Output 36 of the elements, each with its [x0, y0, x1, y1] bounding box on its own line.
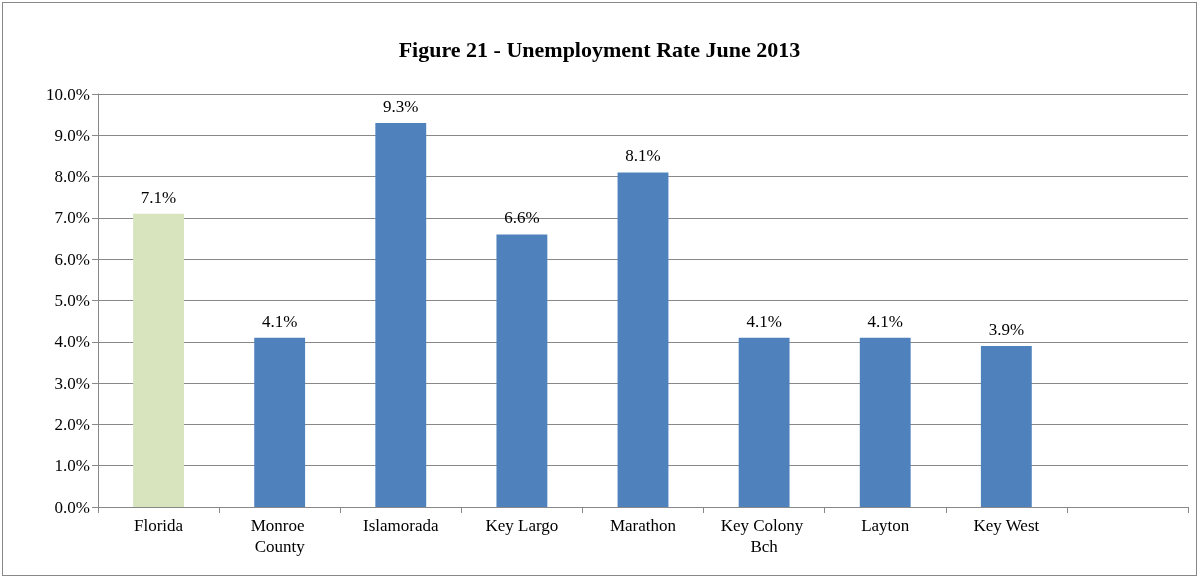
- data-label: 4.1%: [746, 311, 782, 331]
- bar: [375, 122, 427, 507]
- y-tick-label: 8.0%: [54, 167, 90, 187]
- y-tick-label: 9.0%: [54, 125, 90, 145]
- data-label: 3.9%: [988, 319, 1025, 339]
- x-tick-label: Islamorada: [363, 516, 439, 535]
- x-tick-label: Key West: [973, 516, 1040, 535]
- bar: [254, 337, 306, 507]
- data-label: 6.6%: [504, 208, 540, 228]
- y-tick-label: 1.0%: [54, 456, 90, 476]
- y-tick-label: 2.0%: [54, 414, 90, 434]
- data-label: 4.1%: [261, 311, 298, 331]
- x-tick-label: Key Colony Bch: [720, 516, 808, 556]
- bar: [496, 234, 548, 507]
- data-label: 8.1%: [625, 146, 661, 166]
- y-tick-label: 10.0%: [46, 84, 90, 104]
- bar: [980, 345, 1032, 507]
- y-tick-label: 0.0%: [54, 497, 90, 517]
- x-tick-label: Florida: [134, 516, 184, 535]
- data-label: 4.1%: [867, 311, 903, 331]
- bar: [133, 213, 184, 507]
- chart-title: Figure 21 - Unemployment Rate June 2013: [398, 36, 801, 62]
- bar: [859, 337, 911, 507]
- x-tick-label: Marathon: [609, 516, 677, 535]
- x-tick-label: Layton: [861, 516, 910, 535]
- data-label: 7.1%: [140, 187, 177, 207]
- y-tick-label: 6.0%: [54, 249, 90, 269]
- y-tick-label: 7.0%: [54, 208, 90, 228]
- data-label: 9.3%: [383, 96, 419, 116]
- bar: [617, 172, 669, 507]
- bar: [738, 337, 790, 507]
- x-tick-label: Monroe County: [250, 516, 309, 556]
- y-tick-label: 3.0%: [54, 373, 90, 393]
- x-tick-label: Key Largo: [485, 516, 559, 535]
- y-tick-label: 4.0%: [54, 332, 90, 352]
- y-tick-label: 5.0%: [54, 291, 90, 310]
